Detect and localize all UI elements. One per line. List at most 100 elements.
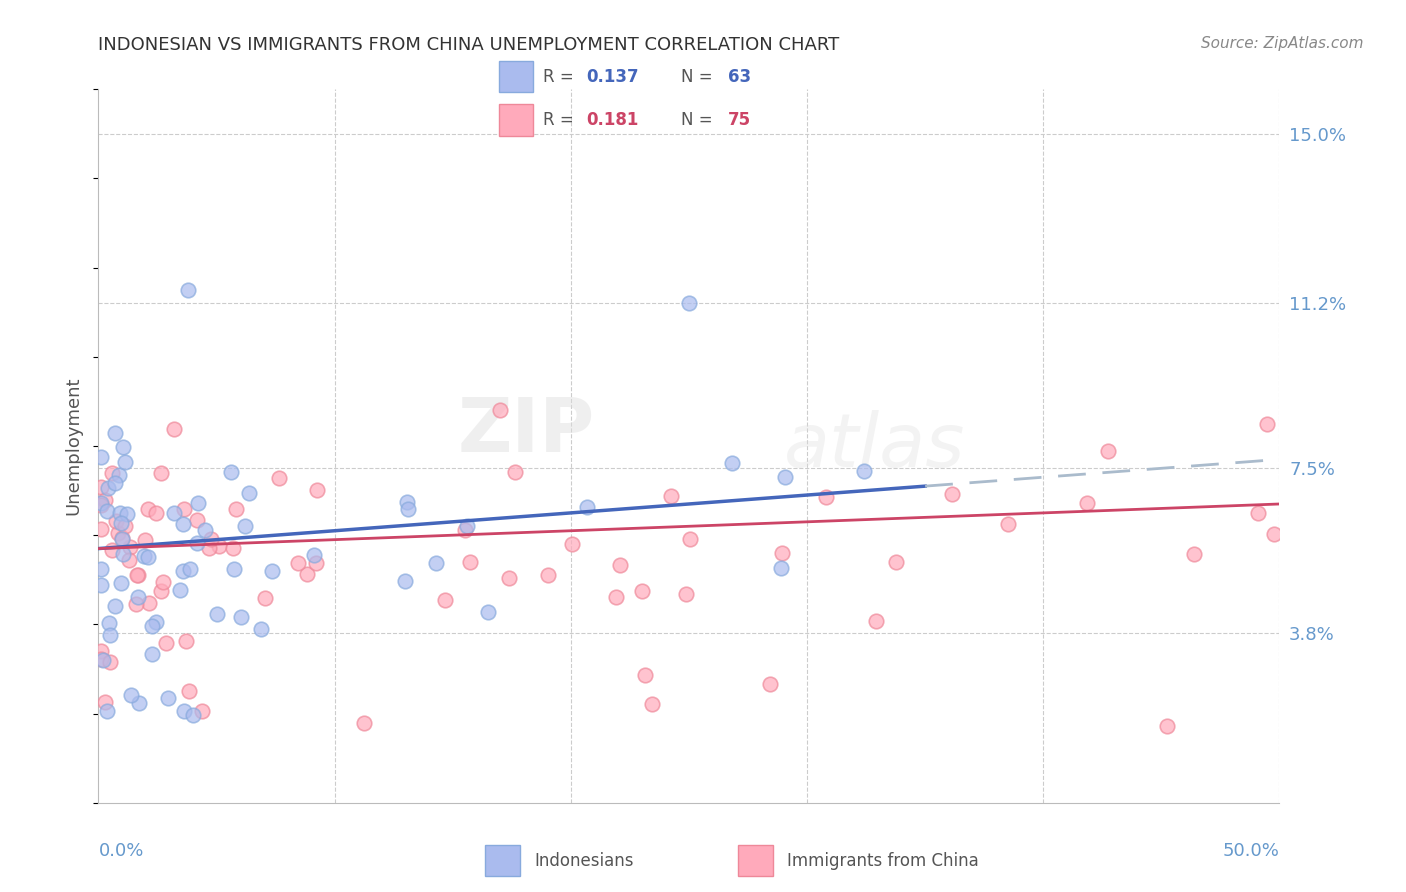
Point: [537, 567, 560, 582]
Point: [498, 571, 520, 585]
Point: [238, 486, 260, 500]
Point: [770, 546, 793, 560]
Point: [118, 540, 141, 554]
Text: INDONESIAN VS IMMIGRANTS FROM CHINA UNEMPLOYMENT CORRELATION CHART: INDONESIAN VS IMMIGRANTS FROM CHINA UNEM…: [98, 36, 839, 54]
Point: [759, 677, 782, 691]
Point: [90, 578, 112, 592]
Point: [96, 503, 118, 517]
Point: [104, 599, 127, 613]
Point: [110, 516, 132, 531]
Point: [101, 543, 124, 558]
Point: [127, 590, 149, 604]
Point: [136, 502, 159, 516]
Text: atlas: atlas: [783, 410, 965, 482]
Text: R =: R =: [543, 111, 579, 128]
Point: [163, 506, 186, 520]
Text: 0.0%: 0.0%: [98, 842, 143, 860]
Text: Indonesians: Indonesians: [534, 852, 634, 870]
Point: [191, 704, 214, 718]
Point: [179, 562, 201, 576]
Point: [132, 549, 155, 564]
Point: [186, 513, 208, 527]
Point: [138, 596, 160, 610]
Point: [104, 515, 127, 529]
Point: [769, 561, 792, 575]
Point: [1263, 527, 1285, 541]
Point: [605, 590, 627, 604]
Point: [111, 532, 134, 546]
Point: [396, 501, 419, 516]
Point: [396, 495, 419, 509]
Point: [172, 564, 194, 578]
Point: [219, 465, 242, 479]
FancyBboxPatch shape: [499, 61, 533, 92]
Point: [101, 466, 124, 480]
Point: [141, 647, 163, 661]
Point: [295, 566, 318, 581]
Point: [997, 516, 1019, 531]
Text: 75: 75: [728, 111, 751, 128]
Point: [90, 499, 112, 513]
Point: [169, 582, 191, 597]
Point: [90, 562, 112, 576]
Point: [93, 652, 115, 666]
Point: [505, 465, 527, 479]
Point: [1097, 444, 1119, 458]
Point: [675, 587, 697, 601]
Point: [127, 568, 149, 582]
Text: N =: N =: [681, 68, 718, 86]
Point: [222, 562, 245, 576]
Text: 0.137: 0.137: [586, 68, 640, 86]
Point: [90, 496, 112, 510]
Point: [136, 550, 159, 565]
Point: [941, 487, 963, 501]
Text: 50.0%: 50.0%: [1223, 842, 1279, 860]
Text: 63: 63: [728, 68, 751, 86]
Point: [174, 634, 197, 648]
Point: [249, 622, 271, 636]
Point: [107, 526, 129, 541]
Point: [93, 492, 115, 507]
Point: [111, 531, 134, 545]
Point: [114, 455, 136, 469]
Y-axis label: Unemployment: Unemployment: [65, 376, 83, 516]
Point: [155, 636, 177, 650]
Point: [150, 583, 173, 598]
Point: [127, 568, 149, 582]
Point: [884, 555, 907, 569]
Point: [149, 466, 172, 480]
Point: [721, 456, 744, 470]
Point: [198, 541, 221, 555]
Point: [100, 628, 122, 642]
Point: [489, 403, 512, 417]
Point: [207, 539, 229, 553]
Point: [181, 708, 204, 723]
Text: R =: R =: [543, 68, 579, 86]
Point: [128, 696, 150, 710]
FancyBboxPatch shape: [485, 846, 520, 876]
Point: [145, 615, 167, 629]
Point: [104, 475, 127, 490]
Point: [394, 574, 416, 588]
Point: [433, 593, 456, 607]
Point: [94, 695, 117, 709]
Point: [225, 502, 247, 516]
Point: [865, 614, 887, 628]
Point: [120, 688, 142, 702]
Point: [773, 470, 796, 484]
Point: [117, 553, 139, 567]
Point: [1247, 506, 1270, 520]
Point: [609, 558, 631, 573]
Point: [112, 440, 135, 454]
Point: [187, 496, 209, 510]
Point: [1182, 548, 1205, 562]
Point: [634, 668, 657, 682]
Point: [260, 564, 283, 578]
Point: [425, 556, 447, 570]
FancyBboxPatch shape: [738, 846, 773, 876]
Point: [177, 283, 200, 297]
Point: [641, 697, 664, 711]
Point: [222, 541, 245, 555]
Point: [814, 491, 837, 505]
Point: [253, 591, 276, 605]
